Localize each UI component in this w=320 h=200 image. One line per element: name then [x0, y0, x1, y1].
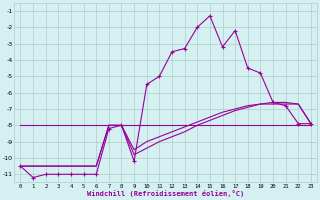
X-axis label: Windchill (Refroidissement éolien,°C): Windchill (Refroidissement éolien,°C) [87, 190, 244, 197]
